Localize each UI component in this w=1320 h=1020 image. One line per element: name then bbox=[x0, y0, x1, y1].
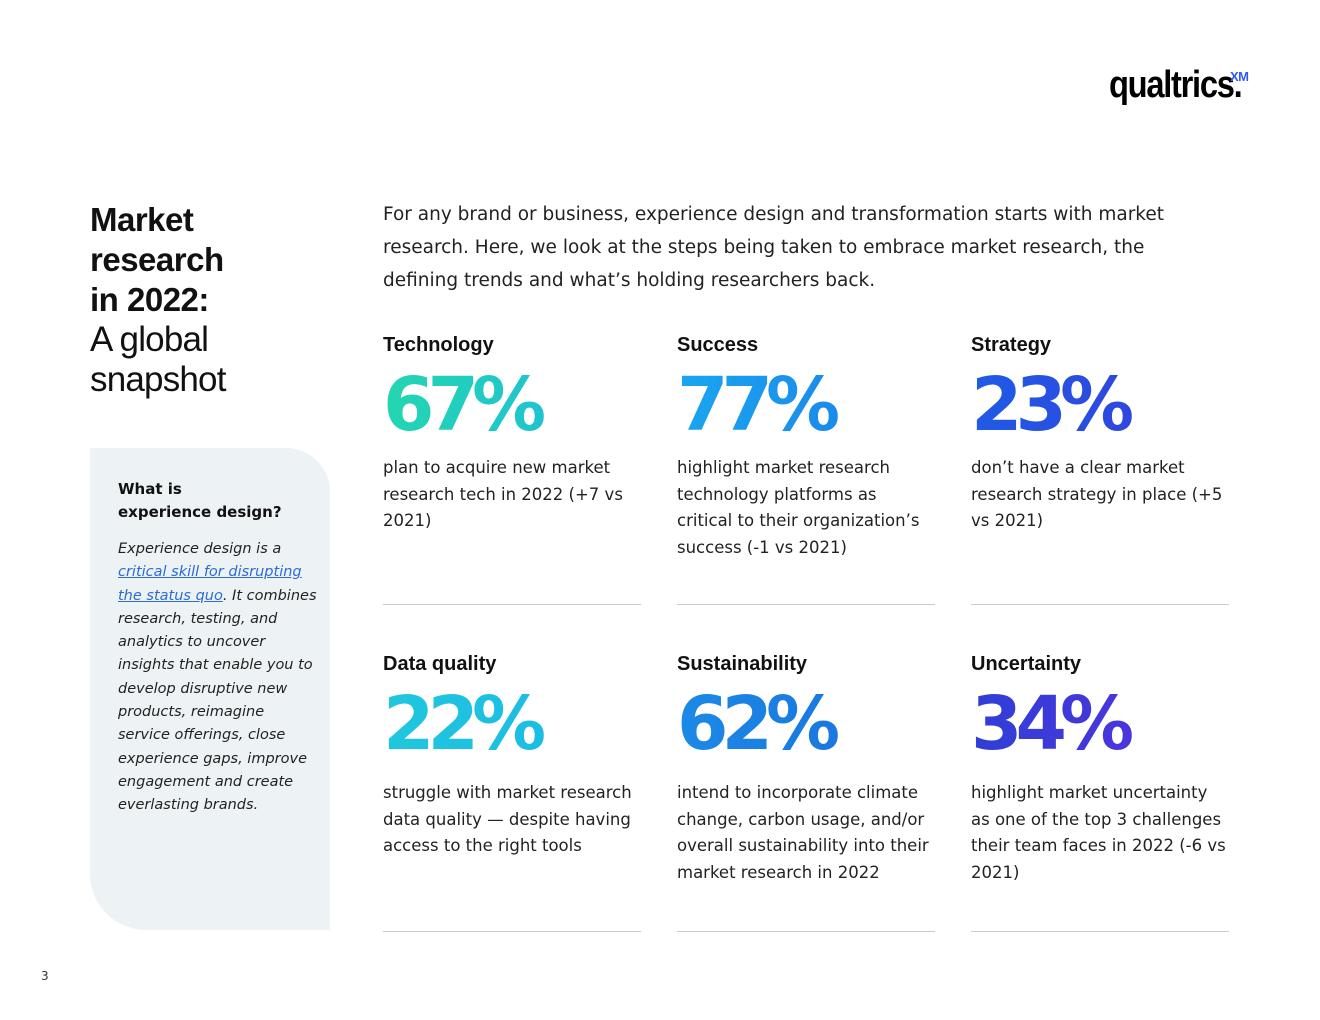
critical-skill-link[interactable]: critical skill for disrupting the status… bbox=[118, 564, 302, 604]
callout-lead: Experience design is a bbox=[118, 541, 282, 557]
title-line: research bbox=[90, 241, 224, 278]
stat-value: 23% bbox=[971, 365, 1229, 445]
callout-heading-line: experience design? bbox=[118, 503, 282, 521]
stat-value: 77% bbox=[677, 365, 935, 445]
divider bbox=[971, 931, 1229, 932]
stat-description: highlight market uncertainty as one of t… bbox=[971, 783, 1226, 882]
divider bbox=[383, 931, 641, 932]
stat-label: Uncertainty bbox=[971, 653, 1082, 675]
stat-strategy: Strategy 23% don’t have a clear market r… bbox=[971, 333, 1229, 530]
experience-design-callout: What is experience design? Experience de… bbox=[90, 448, 330, 930]
stat-uncertainty: Uncertainty 34% highlight market uncerta… bbox=[971, 652, 1229, 882]
subtitle-line: A global bbox=[90, 320, 209, 359]
divider bbox=[383, 604, 641, 605]
stat-label: Strategy bbox=[971, 334, 1052, 356]
stat-description: intend to incorporate climate change, ca… bbox=[677, 783, 929, 882]
stat-label: Sustainability bbox=[677, 653, 808, 675]
qualtrics-logo: qualtrics. XM bbox=[1109, 64, 1263, 112]
stat-label: Success bbox=[677, 334, 759, 356]
title-line: Market bbox=[90, 201, 194, 238]
stat-value: 34% bbox=[971, 684, 1229, 764]
stat-description: struggle with market research data quali… bbox=[383, 783, 632, 855]
stat-label: Technology bbox=[383, 334, 494, 356]
stat-value: 22% bbox=[383, 684, 641, 764]
page-title: Market research in 2022: A global snapsh… bbox=[90, 200, 330, 400]
divider bbox=[971, 604, 1229, 605]
stat-description: don’t have a clear market research strat… bbox=[971, 458, 1223, 530]
callout-heading-line: What is bbox=[118, 480, 182, 498]
stat-label: Data quality bbox=[383, 653, 497, 675]
stat-description: highlight market research technology pla… bbox=[677, 458, 920, 557]
divider bbox=[677, 931, 935, 932]
stat-value: 62% bbox=[677, 684, 935, 764]
callout-body: Experience design is a critical skill fo… bbox=[118, 538, 318, 818]
stat-data-quality: Data quality 22% struggle with market re… bbox=[383, 652, 641, 855]
title-line: in 2022: bbox=[90, 281, 209, 318]
page-number: 3 bbox=[41, 969, 49, 983]
stat-technology: Technology 67% plan to acquire new marke… bbox=[383, 333, 641, 530]
logo-xm-mark: XM bbox=[1230, 69, 1249, 84]
stat-success: Success 77% highlight market research te… bbox=[677, 333, 935, 557]
callout-heading: What is experience design? bbox=[118, 478, 298, 524]
stat-sustainability: Sustainability 62% intend to incorporate… bbox=[677, 652, 935, 882]
divider bbox=[677, 604, 935, 605]
stat-value: 67% bbox=[383, 365, 641, 445]
logo-wordmark: qualtrics. bbox=[1109, 64, 1243, 106]
callout-rest: . It combines research, testing, and ana… bbox=[118, 587, 317, 814]
subtitle-line: snapshot bbox=[90, 360, 226, 399]
intro-paragraph: For any brand or business, experience de… bbox=[383, 204, 1165, 291]
stat-description: plan to acquire new market research tech… bbox=[383, 458, 623, 530]
